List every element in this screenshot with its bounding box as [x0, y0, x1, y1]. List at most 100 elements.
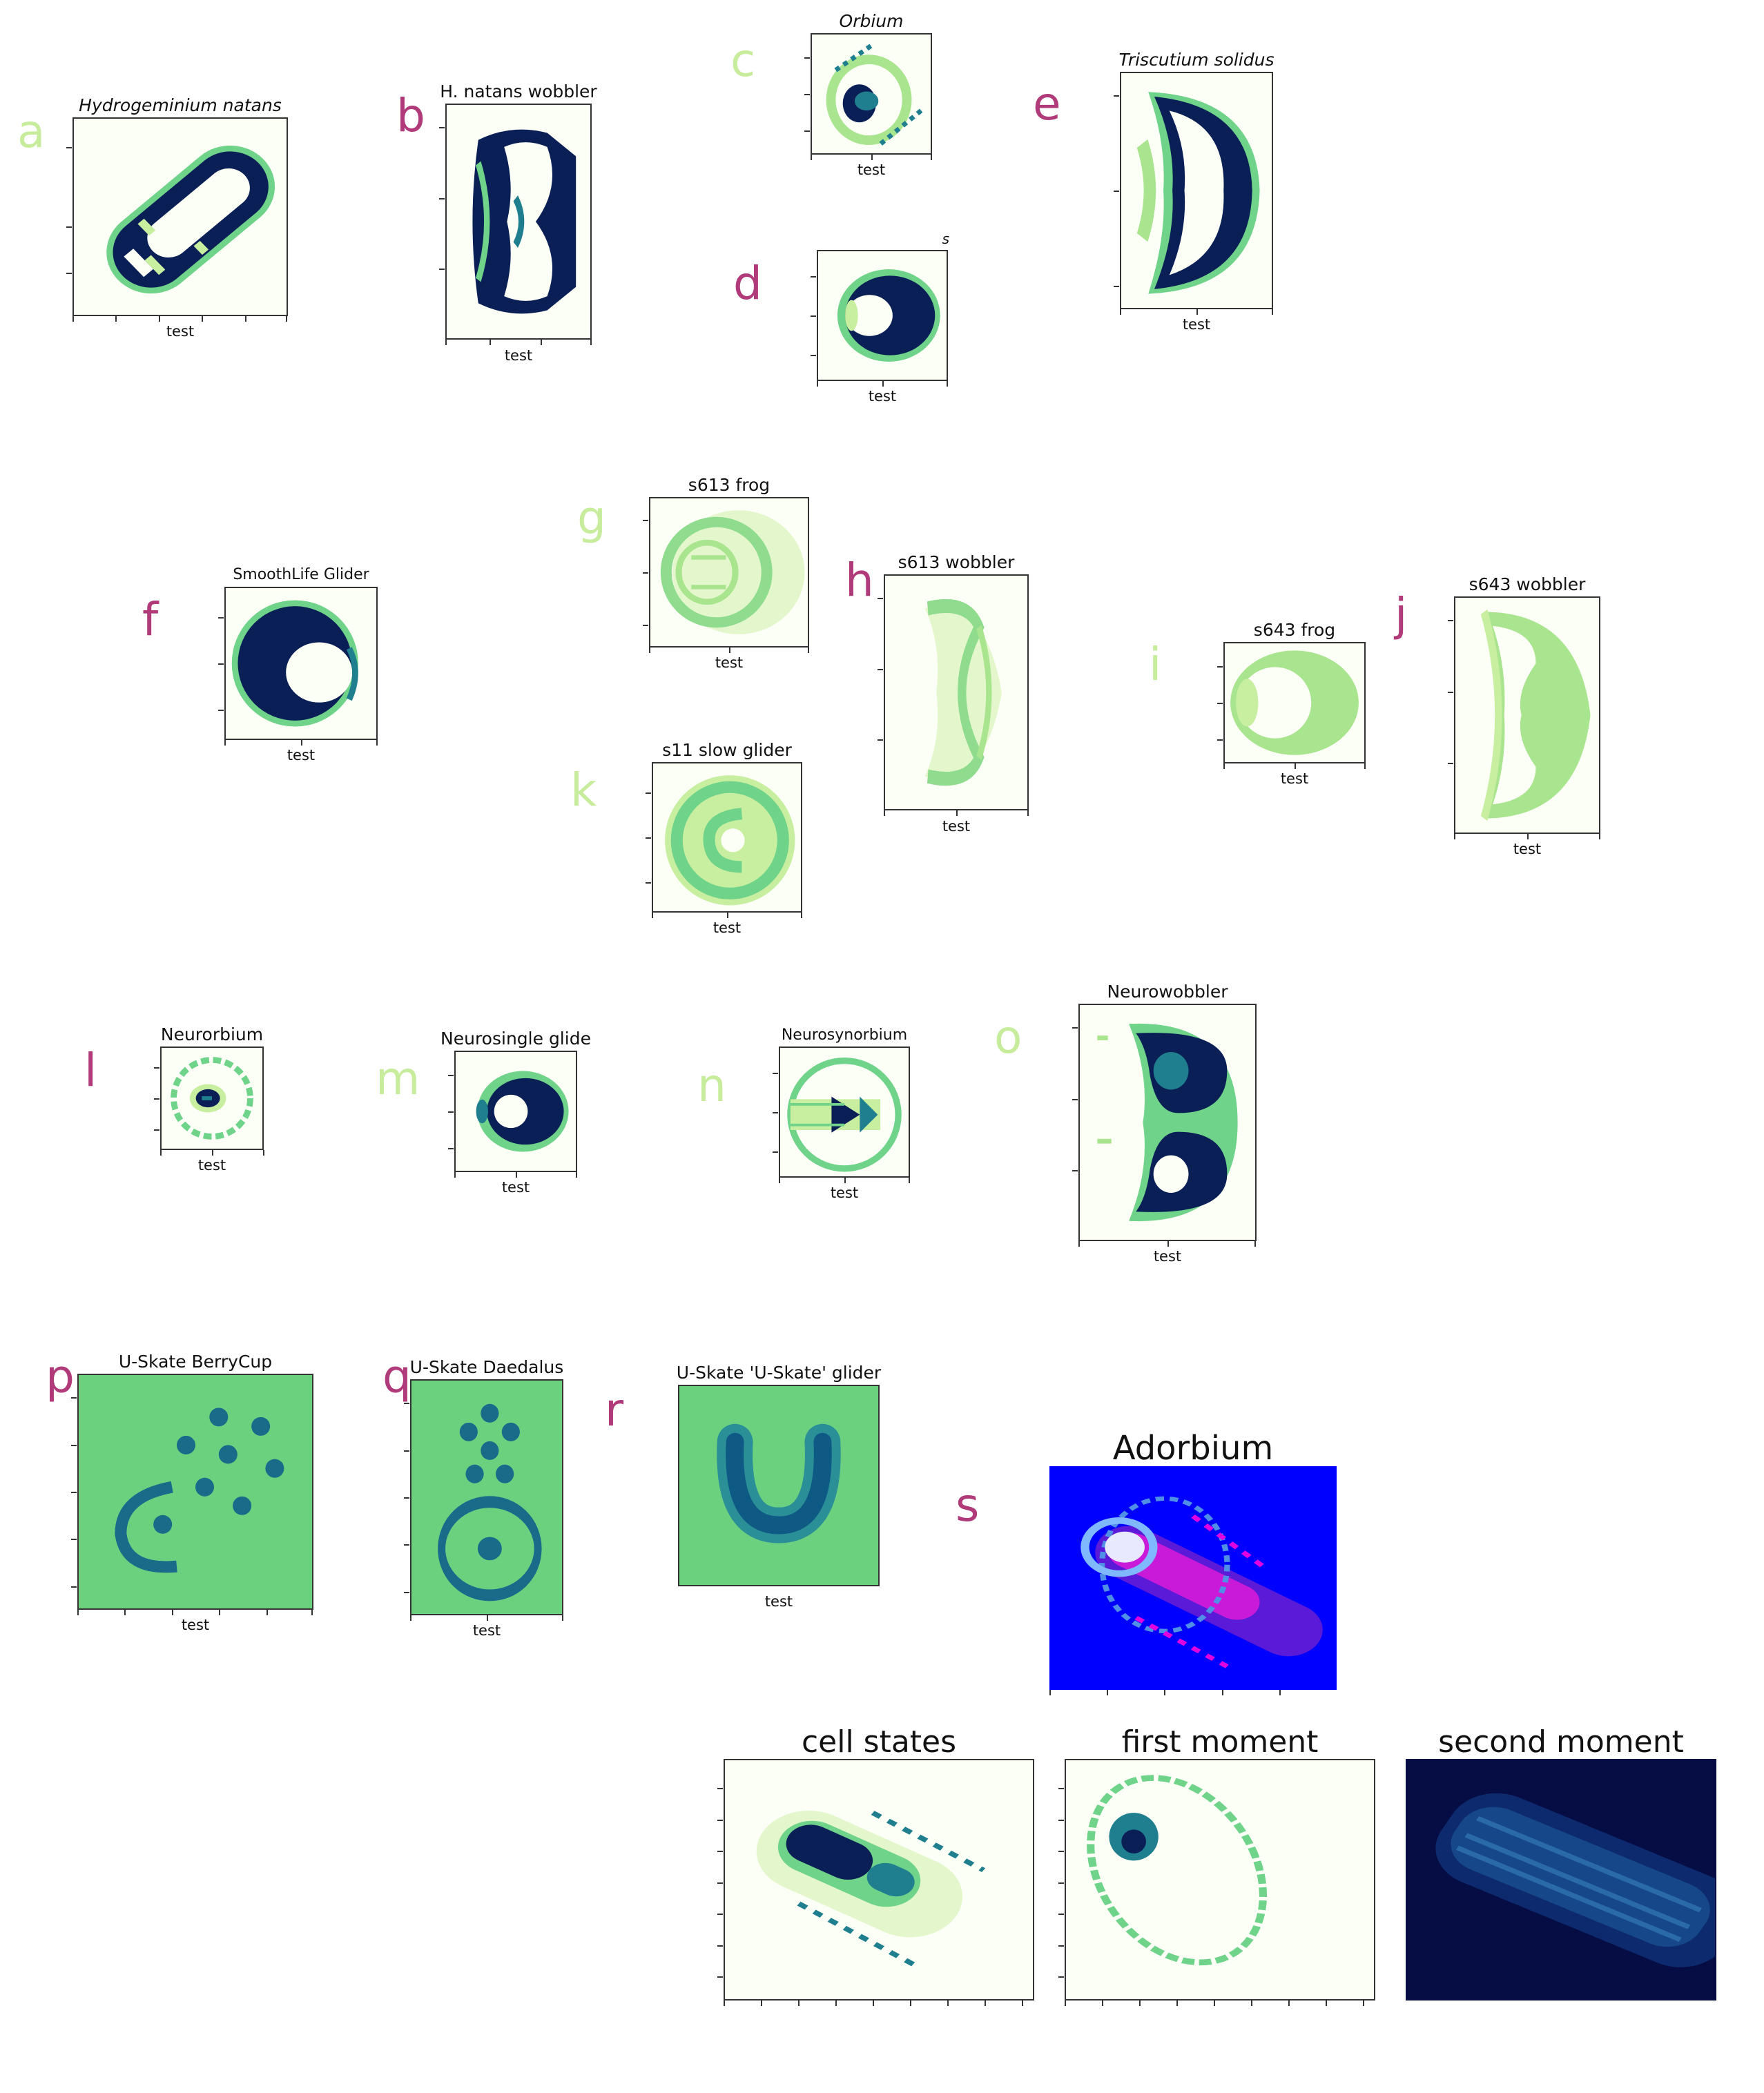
panel-letter-c: c	[730, 34, 756, 87]
panel-letter-i: i	[1149, 638, 1162, 691]
pattern-image	[454, 1051, 577, 1172]
panel-title: Orbium	[839, 11, 904, 31]
panel-s-adorbium: Adorbium	[1049, 1432, 1337, 1695]
pattern-image	[1406, 1759, 1716, 2000]
pattern-image	[160, 1046, 264, 1150]
pattern-image	[779, 1046, 910, 1178]
pattern-image	[1049, 1466, 1337, 1690]
x-axis-label: test	[472, 1622, 501, 1639]
panel-letter-k: k	[570, 763, 597, 817]
pattern-image	[1065, 1759, 1375, 2000]
panel-letter-r: r	[605, 1383, 624, 1437]
panel-s-cell-states: cell states	[717, 1727, 1034, 2006]
pattern-image	[884, 574, 1029, 810]
pattern-image	[1078, 1004, 1257, 1241]
panel-title: U-Skate 'U-Skate' glider	[676, 1363, 882, 1383]
x-axis-label: test	[1280, 770, 1309, 787]
panel-s-second-moment: second moment	[1406, 1727, 1716, 2000]
pattern-image	[77, 1374, 313, 1610]
panel-m: Neurosingle glide test	[440, 1030, 591, 1195]
x-axis-label: test	[1513, 841, 1542, 857]
panel-p: U-Skate BerryCup test	[71, 1353, 313, 1633]
panel-letter-n: n	[697, 1059, 726, 1112]
panel-d: s test	[811, 232, 949, 404]
x-axis-label: test	[715, 654, 744, 671]
panel-k: s11 slow glider test	[646, 741, 802, 935]
panel-j: s643 wobbler test	[1448, 576, 1600, 857]
x-axis-label: test	[197, 1157, 226, 1174]
panel-letter-e: e	[1033, 77, 1061, 130]
pattern-image	[652, 762, 802, 913]
panel-s-first-moment: first moment	[1058, 1727, 1375, 2006]
panel-letter-b: b	[396, 89, 425, 142]
panel-title: Triscutium solidus	[1118, 50, 1274, 70]
panel-letter-s: s	[956, 1479, 980, 1532]
x-axis-label: test	[501, 1179, 530, 1196]
panel-letter-g: g	[577, 491, 606, 545]
x-axis-label: test	[764, 1593, 793, 1610]
panel-title: H. natans wobbler	[440, 81, 597, 101]
panel-title: cell states	[801, 1724, 957, 1760]
panel-l: Neurorbium test	[154, 1026, 264, 1173]
panel-o: Neurowobbler test	[1072, 983, 1257, 1264]
pattern-image	[678, 1385, 880, 1586]
pattern-image	[817, 250, 948, 381]
pattern-image	[649, 497, 809, 648]
panel-letter-h: h	[845, 554, 874, 607]
pattern-image	[1223, 642, 1366, 763]
panel-g: s613 frog test	[643, 476, 809, 670]
x-axis-label: test	[868, 388, 897, 405]
panel-title: SmoothLife Glider	[233, 566, 369, 583]
panel-title: s643 frog	[1253, 620, 1336, 640]
pattern-image	[1120, 72, 1273, 309]
panel-title: Neurowobbler	[1107, 982, 1228, 1002]
panel-title: s643 wobbler	[1469, 574, 1586, 594]
panel-letter-m: m	[376, 1052, 420, 1105]
panel-title: Adorbium	[1112, 1429, 1274, 1468]
x-axis-label: test	[857, 162, 886, 178]
panel-b: H. natans wobbler test	[439, 83, 597, 363]
panel-letter-q: q	[382, 1350, 411, 1403]
panel-letter-o: o	[994, 1011, 1022, 1064]
panel-title: Neurosynorbium	[781, 1026, 908, 1044]
panel-e: Triscutium solidus test	[1114, 51, 1274, 332]
pattern-image	[811, 33, 932, 155]
panel-title: Neurorbium	[160, 1024, 264, 1044]
pattern-image	[445, 104, 592, 340]
panel-title: first moment	[1121, 1724, 1319, 1760]
pattern-image	[72, 117, 288, 316]
panel-letter-p: p	[46, 1350, 75, 1403]
panel-title: U-Skate Daedalus	[409, 1357, 564, 1377]
x-axis-label: test	[181, 1617, 210, 1633]
panel-n: Neurosynorbium test	[773, 1028, 911, 1200]
panel-letter-d: d	[733, 257, 762, 310]
panel-title: second moment	[1438, 1724, 1684, 1760]
pattern-image	[724, 1759, 1034, 2000]
x-axis-label: test	[830, 1185, 859, 1201]
pattern-image	[410, 1379, 563, 1615]
x-axis-label: test	[942, 818, 971, 835]
panel-f: SmoothLife Glider test	[218, 567, 378, 763]
pattern-image	[224, 587, 378, 740]
x-axis-label: test	[713, 919, 742, 936]
panel-title: s613 frog	[688, 475, 770, 495]
panel-title: s	[942, 231, 949, 247]
x-axis-label: test	[287, 747, 316, 763]
panel-title: s613 wobbler	[898, 552, 1015, 572]
panel-title: s11 slow glider	[662, 740, 792, 760]
panel-letter-j: j	[1395, 588, 1408, 641]
panel-q: U-Skate Daedalus test	[404, 1359, 563, 1638]
panel-i: s643 frog test	[1217, 621, 1366, 786]
panel-letter-a: a	[17, 105, 46, 158]
x-axis-label: test	[166, 323, 195, 340]
panel-letter-f: f	[142, 593, 159, 646]
panel-title: Neurosingle glide	[440, 1029, 591, 1049]
panel-letter-l: l	[84, 1044, 97, 1097]
panel-h: s613 wobbler test	[878, 554, 1029, 834]
x-axis-label: test	[504, 347, 533, 364]
panel-title: Hydrogeminium natans	[79, 95, 282, 115]
panel-title: U-Skate BerryCup	[118, 1352, 273, 1372]
pattern-image	[1454, 596, 1600, 834]
panel-c: Orbium test	[804, 12, 933, 177]
panel-r: U-Skate 'U-Skate' glider test	[677, 1364, 881, 1609]
